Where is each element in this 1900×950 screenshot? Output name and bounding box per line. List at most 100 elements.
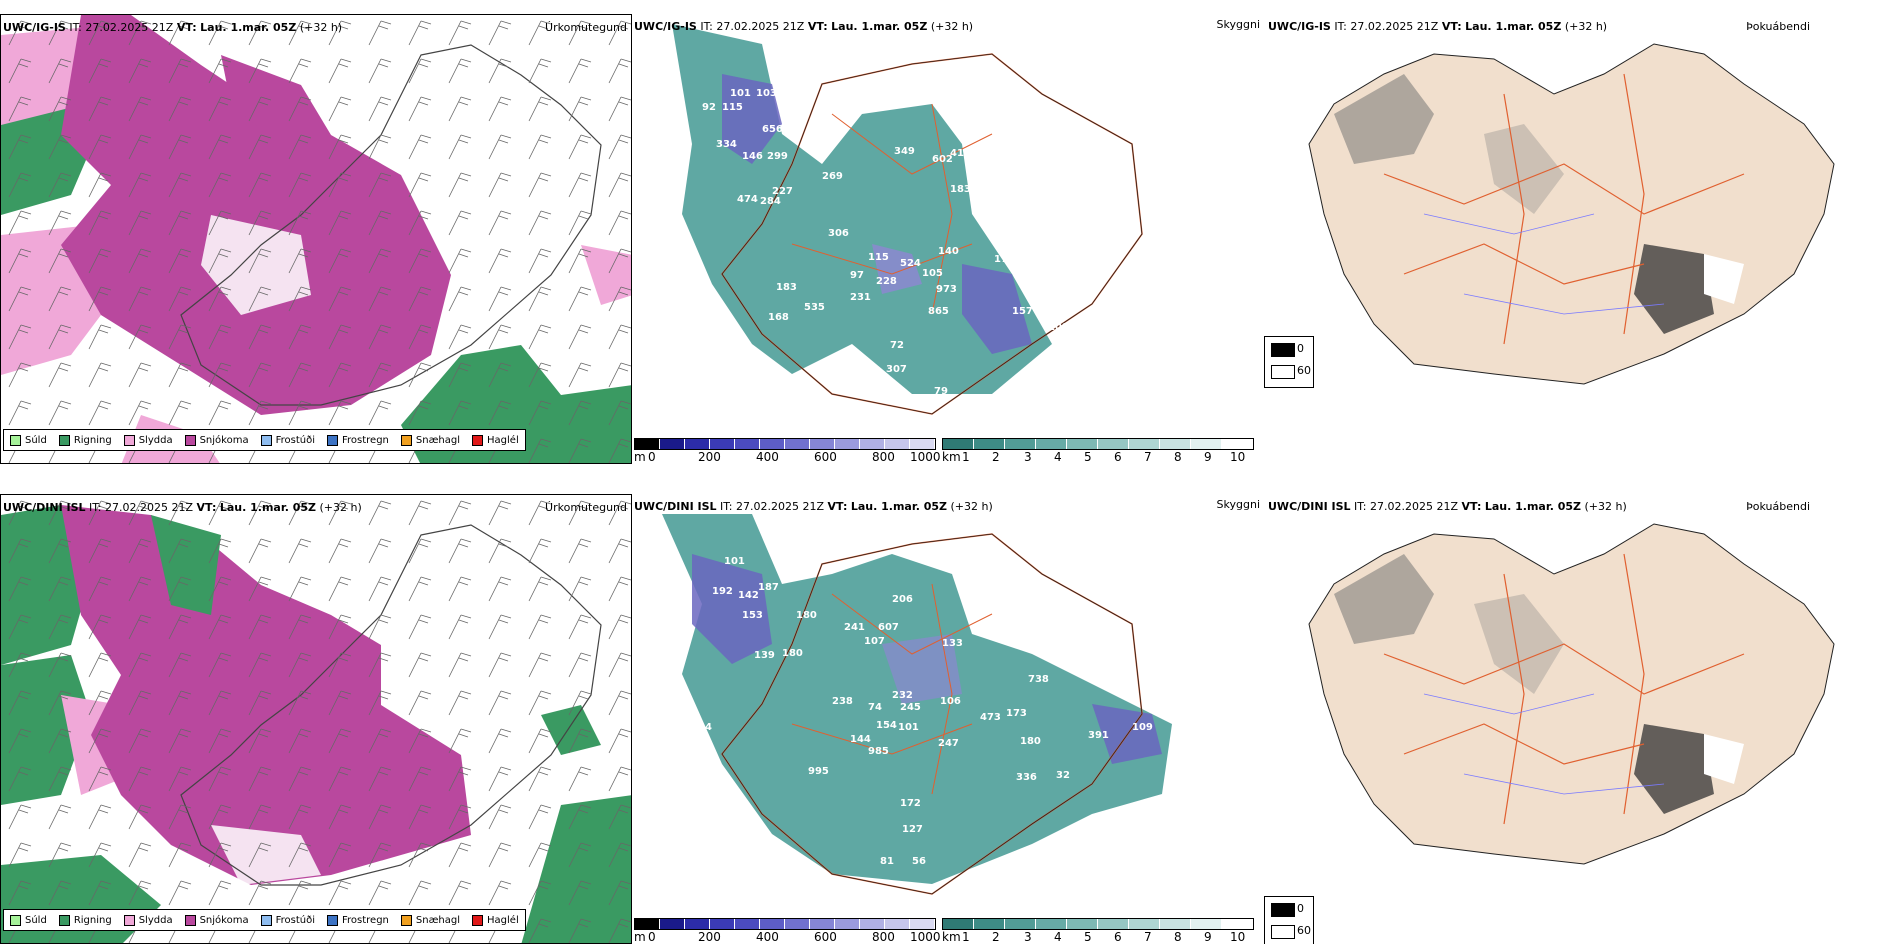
legend-swatch — [10, 434, 21, 446]
tick-label: 6 — [1114, 930, 1122, 944]
tick-label: 600 — [814, 930, 837, 944]
cloud-value-label: 231 — [850, 292, 871, 303]
precip-legend: Súld Rigning Slydda Snjókoma Frostúði Fr… — [3, 909, 526, 931]
legend-item: Súld — [10, 914, 47, 926]
legend-item: Súld — [10, 434, 47, 446]
legend-item: Snjókoma — [184, 914, 249, 926]
cloud-value-label: 97 — [850, 270, 864, 281]
visibility-unit: km — [942, 450, 961, 464]
cloud-value-label: 133 — [942, 638, 963, 649]
legend-item: Rigning — [58, 914, 112, 926]
legend-swatch — [472, 914, 484, 926]
cloud-value-label: 168 — [768, 312, 789, 323]
legend-swatch — [58, 434, 70, 446]
panel-title: Skyggni — [1216, 498, 1260, 511]
cloud-value-label: 656 — [762, 124, 783, 135]
cloud-value-label: 146 — [742, 151, 763, 162]
fog-map-bottom: UWC/DINI ISL IT: 27.02.2025 21Z VT: Lau.… — [1264, 494, 1900, 944]
cloudbase-colorbar: m 0 200 400 600 800 1000 — [634, 438, 941, 464]
tick-label: 3 — [1024, 930, 1032, 944]
fog-legend: 0 60 — [1264, 336, 1314, 388]
tick-label: 10 — [1230, 930, 1246, 944]
legend-swatch — [400, 434, 412, 446]
legend-swatch — [123, 914, 135, 926]
cloud-value-label: 153 — [742, 610, 763, 621]
legend-swatch — [1271, 903, 1295, 917]
cloud-value-label: 81 — [880, 856, 894, 867]
legend-swatch — [472, 434, 484, 446]
tick-label: 7 — [1144, 450, 1152, 464]
legend-swatch — [1271, 365, 1295, 379]
visibility-unit: km — [942, 930, 961, 944]
legend-item: Slydda — [123, 434, 173, 446]
cloud-value-label: 142 — [738, 590, 759, 601]
cloud-value-label: 232 — [892, 690, 913, 701]
cloud-value-label: 738 — [1028, 674, 1049, 685]
cloudbase-unit: m — [634, 930, 646, 944]
legend-swatch — [327, 434, 338, 446]
cloud-value-label: 183 — [776, 282, 797, 293]
cloud-value-label: 308 — [782, 120, 803, 131]
cloud-value-label: 307 — [886, 364, 907, 375]
header-text: UWC/IG-IS IT: 27.02.2025 21Z VT: Lau. 1.… — [634, 20, 974, 33]
cloud-value-label: 84 — [888, 384, 902, 395]
panel-title: Úrkomutegund — [545, 21, 627, 34]
cloudbase-unit: m — [634, 450, 646, 464]
cloud-map-svg — [632, 14, 1264, 434]
tick-label: 5 — [1084, 930, 1092, 944]
legend-item: Snæhagl — [400, 914, 460, 926]
cloud-value-label: 84 — [698, 722, 712, 733]
legend-item: Snæhagl — [400, 434, 460, 446]
cloud-value-label: 154 — [876, 720, 897, 731]
tick-label: 1000 — [910, 930, 941, 944]
cloud-value-label: 103 — [756, 88, 777, 99]
cloud-value-label: 524 — [900, 258, 921, 269]
cloud-value-label: 299 — [767, 151, 788, 162]
legend-swatch — [260, 434, 272, 446]
cloud-value-label: 106 — [940, 696, 961, 707]
cloud-value-label: 336 — [1016, 772, 1037, 783]
fog-legend-label: 0 — [1297, 342, 1304, 355]
legend-swatch — [327, 914, 338, 926]
precip-type-map-bottom: UWC/DINI ISL IT: 27.02.2025 21Z VT: Lau.… — [0, 494, 632, 944]
tick-label: 200 — [698, 450, 721, 464]
legend-swatch — [1271, 343, 1295, 357]
cloud-value-label: 32 — [1056, 770, 1070, 781]
cloud-visibility-map-bottom: UWC/DINI ISL IT: 27.02.2025 21Z VT: Lau.… — [632, 494, 1264, 944]
cloud-value-label: 107 — [864, 636, 885, 647]
legend-item: Frostregn — [327, 434, 389, 446]
cloud-value-label: 334 — [716, 139, 737, 150]
cloud-value-label: 983 — [968, 602, 989, 613]
cloud-value-label: 192 — [712, 586, 733, 597]
cloud-value-label: 985 — [868, 746, 889, 757]
cloud-value-label: 173 — [994, 254, 1015, 265]
cloud-map-svg — [632, 494, 1264, 914]
cloud-value-label: 474 — [737, 194, 758, 205]
cloudbase-colorbar: m 0 200 400 600 800 1000 — [634, 918, 941, 944]
legend-item: Frostúði — [260, 434, 315, 446]
cloud-value-label: 108 — [1048, 322, 1069, 333]
cloud-value-label: 602 — [932, 154, 953, 165]
legend-item: Haglél — [472, 914, 519, 926]
tick-label: 4 — [1054, 450, 1062, 464]
header-text: UWC/IG-IS IT: 27.02.2025 21Z VT: Lau. 1.… — [1268, 20, 1608, 33]
cloud-value-label: 241 — [844, 622, 865, 633]
tick-label: 400 — [756, 450, 779, 464]
cloud-value-label: 238 — [832, 696, 853, 707]
cloud-value-label: 139 — [754, 650, 775, 661]
cloud-labels-svg: 101 103 92 115 308 656 146 299 334 227 2… — [702, 88, 1255, 397]
cloud-value-label: 995 — [808, 766, 829, 777]
cloud-value-label: 105 — [922, 268, 943, 279]
fog-legend-label: 0 — [1297, 902, 1304, 915]
tick-label: 600 — [814, 450, 837, 464]
panel-title: Skyggni — [1216, 18, 1260, 31]
legend-item: Snjókoma — [184, 434, 249, 446]
cloud-value-label: 669 — [1200, 714, 1221, 725]
tick-label: 1000 — [910, 450, 941, 464]
header-text: UWC/DINI ISL IT: 27.02.2025 21Z VT: Lau.… — [634, 500, 993, 513]
precip-legend: Súld Rigning Slydda Snjókoma Frostúði Fr… — [3, 429, 526, 451]
tick-label: 4 — [1054, 930, 1062, 944]
tick-label: 10 — [1230, 450, 1246, 464]
header-text: UWC/DINI ISL IT: 27.02.2025 21Z VT: Lau.… — [1268, 500, 1627, 513]
cloud-value-label: 473 — [980, 712, 1001, 723]
